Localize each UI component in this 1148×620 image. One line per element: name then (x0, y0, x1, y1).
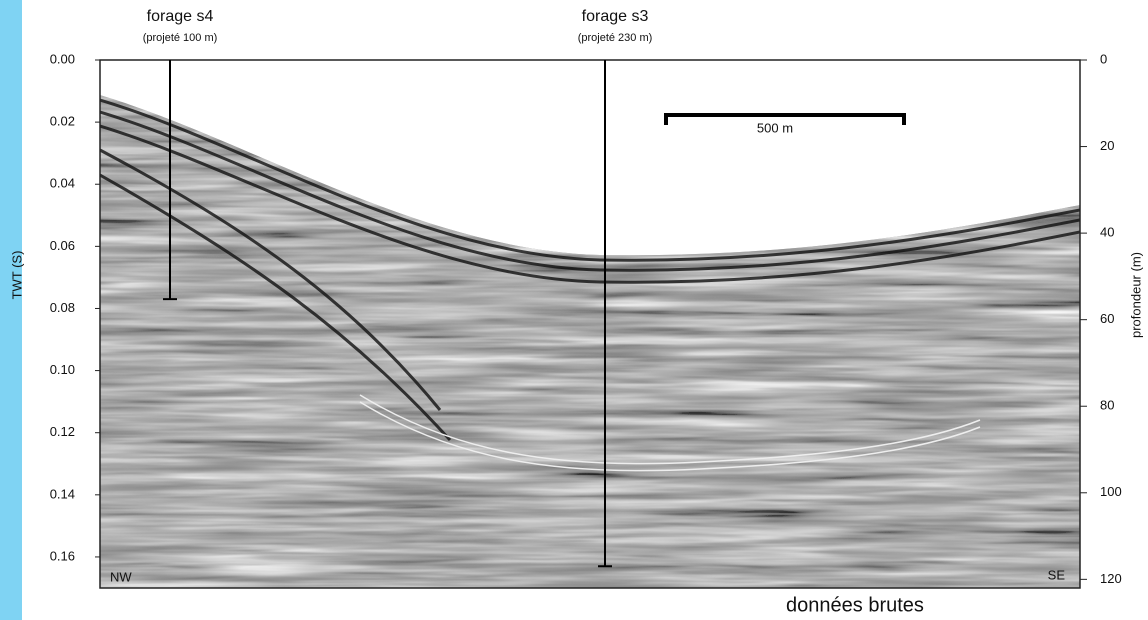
y-tick-label: 0.00 (50, 51, 75, 66)
y2-axis-label: profondeur (m) (1128, 252, 1143, 338)
y-tick-label: 0.10 (50, 362, 75, 377)
borehole-name: forage s3 (582, 8, 649, 25)
y2-tick-label: 100 (1100, 484, 1122, 499)
y2-tick-label: 120 (1100, 571, 1122, 586)
plot-frame (99, 59, 1081, 589)
seismic-section (100, 95, 1080, 588)
y-tick-label: 0.04 (50, 176, 75, 191)
side-strip (0, 0, 22, 620)
scale-bar (664, 113, 906, 125)
borehole-note: (projeté 100 m) (143, 32, 218, 44)
y-tick-label: 0.12 (50, 424, 75, 439)
y-tick-label: 0.06 (50, 238, 75, 253)
y-axis-label: TWT (S) (9, 251, 24, 300)
y2-tick-label: 20 (1100, 138, 1114, 153)
borehole-name: forage s4 (147, 8, 214, 25)
caption: données brutes (786, 594, 924, 616)
borehole-note: (projeté 230 m) (578, 32, 653, 44)
y-tick-label: 0.02 (50, 114, 75, 129)
y-tick-label: 0.16 (50, 548, 75, 563)
y2-tick-label: 80 (1100, 398, 1114, 413)
y2-tick-label: 0 (1100, 51, 1107, 66)
scale-bar-label: 500 m (757, 120, 793, 135)
left-label: NW (110, 569, 132, 584)
y2-tick-label: 40 (1100, 225, 1114, 240)
y-tick-label: 0.08 (50, 300, 75, 315)
y2-tick-label: 60 (1100, 311, 1114, 326)
y-tick-label: 0.14 (50, 486, 75, 501)
right-label: SE (1048, 567, 1066, 582)
